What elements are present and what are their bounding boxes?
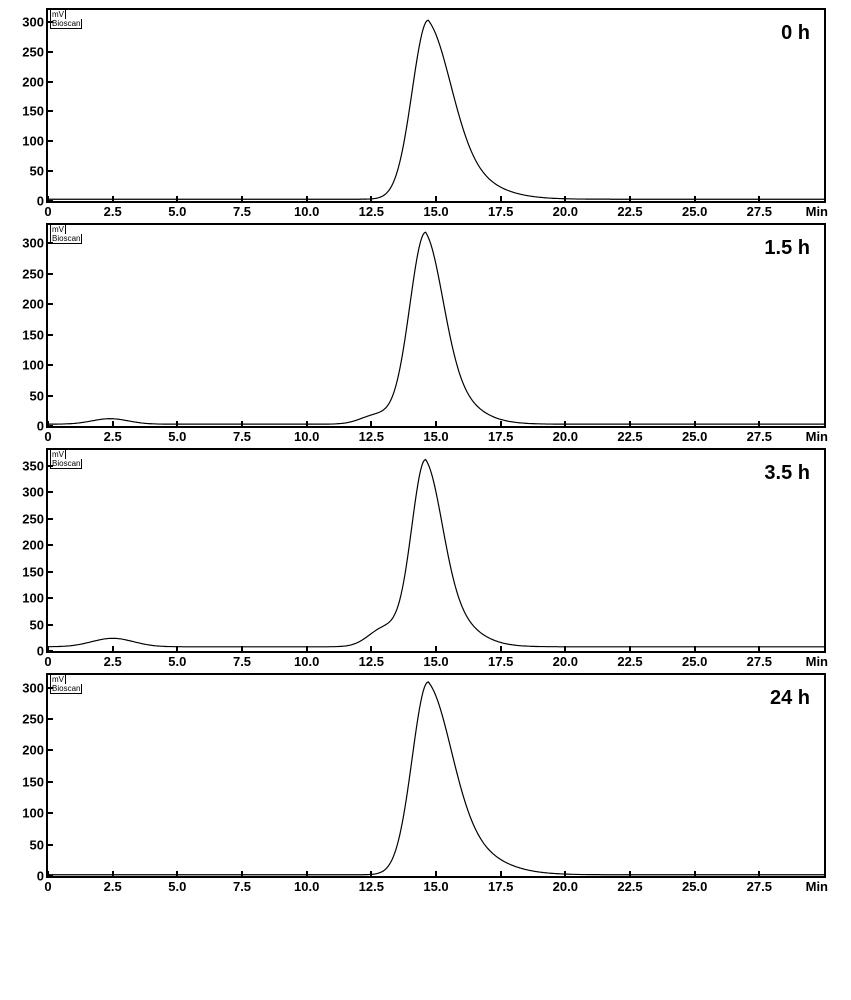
x-tick-label: 12.5 bbox=[359, 426, 384, 444]
x-tick-label: 17.5 bbox=[488, 651, 513, 669]
x-tick-label: 15.0 bbox=[423, 651, 448, 669]
x-tick-label: 7.5 bbox=[233, 201, 251, 219]
chromatogram-panel: mVBioscan24 h05010015020025030002.55.07.… bbox=[10, 673, 831, 878]
chromatogram-trace bbox=[48, 675, 824, 876]
y-tick-label: 250 bbox=[22, 44, 48, 59]
y-tick-label: 250 bbox=[22, 711, 48, 726]
x-tick-label: 17.5 bbox=[488, 876, 513, 894]
x-tick-label: 2.5 bbox=[104, 201, 122, 219]
y-tick-label: 100 bbox=[22, 358, 48, 373]
x-unit-label: Min bbox=[806, 651, 828, 669]
x-tick-label: 5.0 bbox=[168, 426, 186, 444]
x-tick-label: 0 bbox=[44, 876, 51, 894]
plot-area: mVBioscan1.5 h05010015020025030002.55.07… bbox=[46, 223, 826, 428]
x-tick-label: 27.5 bbox=[747, 876, 772, 894]
y-tick-label: 50 bbox=[30, 837, 48, 852]
x-tick-label: 20.0 bbox=[553, 651, 578, 669]
plot-area: mVBioscan0 h05010015020025030002.55.07.5… bbox=[46, 8, 826, 203]
y-tick-label: 100 bbox=[22, 591, 48, 606]
x-tick-label: 22.5 bbox=[617, 201, 642, 219]
x-tick-label: 20.0 bbox=[553, 426, 578, 444]
x-tick-label: 17.5 bbox=[488, 426, 513, 444]
chromatogram-trace bbox=[48, 10, 824, 201]
x-tick-label: 10.0 bbox=[294, 426, 319, 444]
x-tick-label: 22.5 bbox=[617, 651, 642, 669]
y-tick-label: 200 bbox=[22, 297, 48, 312]
y-tick-label: 150 bbox=[22, 774, 48, 789]
y-tick-label: 50 bbox=[30, 388, 48, 403]
x-tick-label: 27.5 bbox=[747, 651, 772, 669]
y-tick-label: 300 bbox=[22, 680, 48, 695]
x-tick-label: 2.5 bbox=[104, 426, 122, 444]
x-tick-label: 12.5 bbox=[359, 201, 384, 219]
y-tick-label: 350 bbox=[22, 458, 48, 473]
y-tick-label: 200 bbox=[22, 538, 48, 553]
y-tick-label: 50 bbox=[30, 164, 48, 179]
x-tick-label: 25.0 bbox=[682, 201, 707, 219]
chromatogram-trace bbox=[48, 225, 824, 426]
y-tick-label: 50 bbox=[30, 617, 48, 632]
plot-area: mVBioscan24 h05010015020025030002.55.07.… bbox=[46, 673, 826, 878]
chromatogram-panel: mVBioscan3.5 h05010015020025030035002.55… bbox=[10, 448, 831, 653]
x-tick-label: 12.5 bbox=[359, 651, 384, 669]
chromatogram-panel: mVBioscan1.5 h05010015020025030002.55.07… bbox=[10, 223, 831, 428]
x-tick-label: 5.0 bbox=[168, 876, 186, 894]
x-tick-label: 10.0 bbox=[294, 876, 319, 894]
y-tick-label: 300 bbox=[22, 236, 48, 251]
x-tick-label: 5.0 bbox=[168, 651, 186, 669]
x-tick-label: 25.0 bbox=[682, 876, 707, 894]
x-tick-label: 5.0 bbox=[168, 201, 186, 219]
y-tick-label: 200 bbox=[22, 743, 48, 758]
x-unit-label: Min bbox=[806, 201, 828, 219]
x-tick-label: 7.5 bbox=[233, 876, 251, 894]
x-tick-label: 20.0 bbox=[553, 876, 578, 894]
y-tick-label: 150 bbox=[22, 327, 48, 342]
x-tick-label: 7.5 bbox=[233, 426, 251, 444]
x-tick-label: 15.0 bbox=[423, 426, 448, 444]
x-tick-label: 0 bbox=[44, 201, 51, 219]
y-tick-label: 100 bbox=[22, 806, 48, 821]
x-tick-label: 27.5 bbox=[747, 201, 772, 219]
x-tick-label: 0 bbox=[44, 651, 51, 669]
x-tick-label: 12.5 bbox=[359, 876, 384, 894]
plot-area: mVBioscan3.5 h05010015020025030035002.55… bbox=[46, 448, 826, 653]
x-tick-label: 2.5 bbox=[104, 876, 122, 894]
y-tick-label: 300 bbox=[22, 14, 48, 29]
x-tick-label: 0 bbox=[44, 426, 51, 444]
x-unit-label: Min bbox=[806, 426, 828, 444]
y-tick-label: 150 bbox=[22, 564, 48, 579]
chromatogram-trace bbox=[48, 450, 824, 651]
y-tick-label: 200 bbox=[22, 74, 48, 89]
y-tick-label: 100 bbox=[22, 134, 48, 149]
x-tick-label: 22.5 bbox=[617, 426, 642, 444]
y-tick-label: 300 bbox=[22, 485, 48, 500]
x-unit-label: Min bbox=[806, 876, 828, 894]
chromatogram-panel: mVBioscan0 h05010015020025030002.55.07.5… bbox=[10, 8, 831, 203]
x-tick-label: 10.0 bbox=[294, 201, 319, 219]
chromatogram-panel-stack: mVBioscan0 h05010015020025030002.55.07.5… bbox=[10, 8, 831, 878]
x-tick-label: 22.5 bbox=[617, 876, 642, 894]
y-tick-label: 250 bbox=[22, 266, 48, 281]
x-tick-label: 17.5 bbox=[488, 201, 513, 219]
x-tick-label: 15.0 bbox=[423, 876, 448, 894]
x-tick-label: 20.0 bbox=[553, 201, 578, 219]
y-tick-label: 250 bbox=[22, 511, 48, 526]
x-tick-label: 25.0 bbox=[682, 426, 707, 444]
x-tick-label: 15.0 bbox=[423, 201, 448, 219]
y-tick-label: 150 bbox=[22, 104, 48, 119]
x-tick-label: 7.5 bbox=[233, 651, 251, 669]
x-tick-label: 25.0 bbox=[682, 651, 707, 669]
x-tick-label: 10.0 bbox=[294, 651, 319, 669]
x-tick-label: 27.5 bbox=[747, 426, 772, 444]
x-tick-label: 2.5 bbox=[104, 651, 122, 669]
